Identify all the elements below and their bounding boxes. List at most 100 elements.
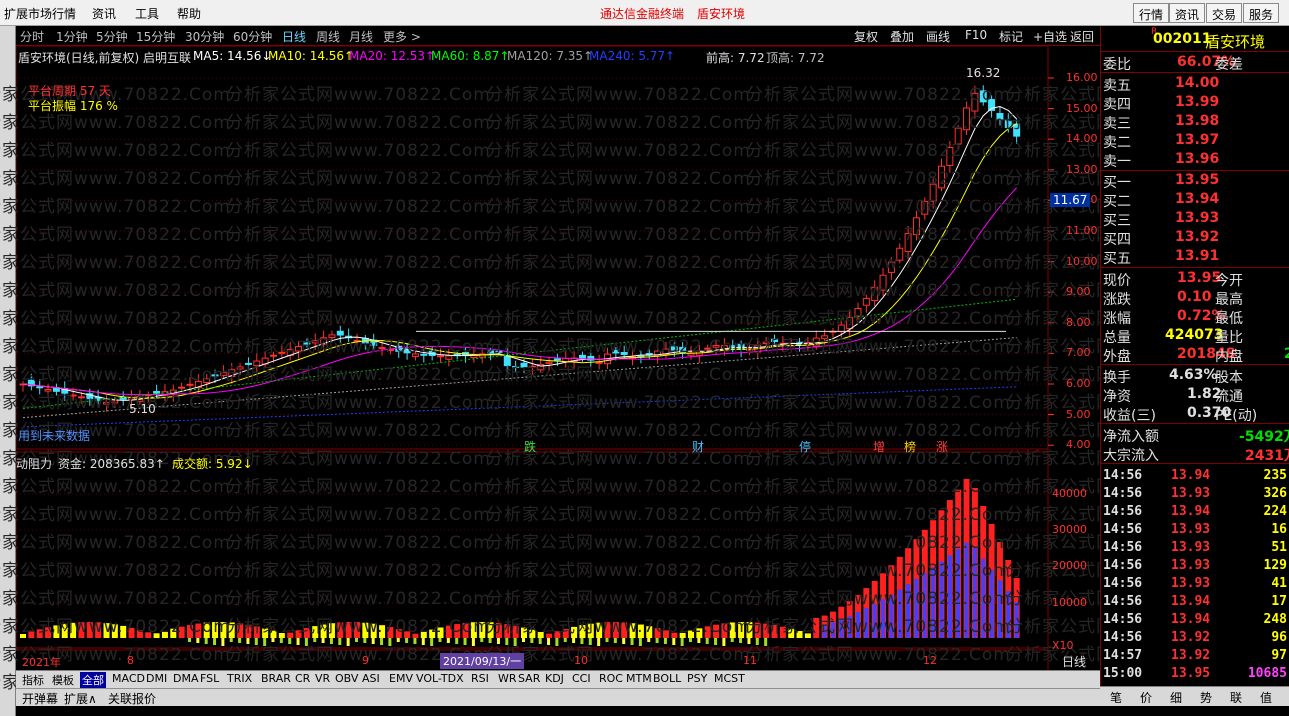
- event-tag-halt[interactable]: 停: [799, 440, 812, 454]
- bid-price: 13.91: [1175, 248, 1220, 264]
- volume-tick-label: 30000: [1052, 523, 1087, 536]
- indicator-tab-cr[interactable]: CR: [295, 672, 311, 685]
- menu-news[interactable]: 资讯: [92, 7, 117, 21]
- period-tab-more[interactable]: 更多 >: [383, 30, 421, 44]
- candle-body: [620, 351, 628, 355]
- tick-row: 14:56 13.93 51: [1101, 539, 1289, 557]
- volume-bar: [562, 628, 569, 638]
- volume-overlay-bar: [981, 558, 986, 638]
- period-tab-intraday[interactable]: 分时: [20, 30, 45, 44]
- indicator-tab-asi[interactable]: ASI: [362, 672, 380, 685]
- period-tab-5min[interactable]: 5分钟: [96, 30, 128, 44]
- indicator-tab-psy[interactable]: PSY: [687, 672, 708, 685]
- ask-label: 卖二: [1103, 135, 1131, 151]
- info-button[interactable]: 资讯: [1169, 3, 1206, 23]
- indicator-tab-rsi[interactable]: RSI: [471, 672, 489, 685]
- mark-button[interactable]: 标记: [999, 30, 1024, 44]
- event-tag-rank[interactable]: 榜: [904, 440, 917, 454]
- ask-row: 卖三 13.98: [1101, 112, 1289, 132]
- volume-down-bar: [530, 638, 534, 643]
- volume-down-bar: [513, 638, 517, 646]
- indicator-tab-sar[interactable]: SAR: [518, 672, 541, 685]
- indicator-tab-dmi[interactable]: DMI: [146, 672, 168, 685]
- panel-tab[interactable]: 势: [1200, 691, 1213, 705]
- period-tab-1min[interactable]: 1分钟: [56, 30, 88, 44]
- period-tab-monthly[interactable]: 月线: [349, 30, 374, 44]
- add-watchlist-button[interactable]: +自选: [1033, 30, 1068, 44]
- candle-body: [336, 330, 344, 336]
- period-tab-30min[interactable]: 30分钟: [185, 30, 225, 44]
- panel-tab[interactable]: 笔: [1110, 691, 1123, 705]
- indicator-tab-obv[interactable]: OBV: [335, 672, 359, 685]
- indicator-tab-mtm[interactable]: MTM: [626, 672, 652, 685]
- volume-bar: [95, 622, 102, 638]
- indicator-tab[interactable]: 指标: [22, 674, 44, 687]
- draw-line-button[interactable]: 画线: [926, 30, 951, 44]
- indicator-tab-mcst[interactable]: MCST: [714, 672, 745, 685]
- tick-time: 14:56: [1103, 504, 1143, 519]
- event-tag-rise[interactable]: 涨: [936, 440, 949, 454]
- f10-button[interactable]: F10: [965, 28, 988, 42]
- stat-row: 涨幅 0.72% 最低: [1101, 307, 1289, 327]
- indicator-tab-kdj[interactable]: KDJ: [545, 672, 564, 685]
- kline-chart-area[interactable]: 分析家公式网www.70822.Com 分析家公式网www.70822.Com 分析…: [0, 46, 1270, 693]
- watermark-text: 分析家公式网www.70822.Com: [486, 113, 751, 133]
- indicator-tab-roc[interactable]: ROC: [599, 672, 623, 685]
- related-quotes-button[interactable]: 关联报价: [108, 692, 157, 706]
- panel-tab[interactable]: 联: [1230, 691, 1243, 705]
- period-tab-weekly[interactable]: 周线: [316, 30, 341, 44]
- panel-tab[interactable]: 价: [1140, 691, 1153, 705]
- event-tag-drop[interactable]: 跌: [524, 440, 537, 454]
- candle-body: [921, 200, 929, 215]
- volume-bar: [111, 624, 118, 638]
- danmaku-button[interactable]: 开弹幕: [22, 692, 59, 706]
- trade-button[interactable]: 交易: [1206, 3, 1243, 23]
- indicator-tab-dma[interactable]: DMA: [173, 672, 199, 685]
- volume-overlay-bar: [972, 548, 977, 638]
- indicator-tab-boll[interactable]: BOLL: [653, 672, 682, 685]
- watermark-text: 分析家公式网www.70822.Com: [486, 85, 751, 105]
- indicator-tab[interactable]: 模板: [52, 674, 74, 687]
- volume-bar: [20, 634, 26, 638]
- ask-row: 卖二 13.97: [1101, 131, 1289, 151]
- candle-body: [44, 389, 52, 392]
- tick-time: 14:56: [1103, 558, 1143, 573]
- period-tab-daily[interactable]: 日线: [282, 30, 307, 44]
- indicator-tab-wr[interactable]: WR: [498, 672, 517, 685]
- indicator-tab-macd[interactable]: MACD: [112, 672, 145, 685]
- menu-help[interactable]: 帮助: [177, 7, 202, 21]
- indicator-tab-trix[interactable]: TRIX: [227, 672, 253, 685]
- indicator-tab-emv[interactable]: EMV: [389, 672, 413, 685]
- menu-tools[interactable]: 工具: [135, 7, 160, 21]
- indicator-tab-cci[interactable]: CCI: [572, 672, 591, 685]
- indicator-tab[interactable]: 全部: [80, 672, 106, 688]
- panel-tab[interactable]: 值: [1260, 691, 1273, 705]
- watermark-text: 分析家公式网www.70822.Com: [226, 589, 491, 609]
- back-button[interactable]: 返回: [1070, 30, 1095, 44]
- stat-label-2: 量比: [1215, 330, 1243, 346]
- overlay-button[interactable]: 叠加: [890, 30, 915, 44]
- indicator-tab-fsl[interactable]: FSL: [200, 672, 220, 685]
- quotes-button[interactable]: 行情: [1133, 3, 1170, 23]
- menu-extended-market[interactable]: 扩展市场行情: [4, 7, 77, 21]
- volume-down-bar: [588, 638, 592, 645]
- stat-label-2: 最高: [1215, 292, 1243, 308]
- panel-tab[interactable]: 细: [1170, 691, 1183, 705]
- period-tab-15min[interactable]: 15分钟: [136, 30, 176, 44]
- volume-bar: [646, 626, 653, 638]
- period-tab-60min[interactable]: 60分钟: [233, 30, 273, 44]
- service-button[interactable]: 服务: [1243, 3, 1280, 23]
- volume-down-bar: [413, 638, 417, 644]
- indicator-tab-brar[interactable]: BRAR: [261, 672, 291, 685]
- tick-volume: 326: [1263, 486, 1287, 501]
- price-tick-label: 6.00: [1066, 377, 1091, 390]
- indicator-tab-vr[interactable]: VR: [315, 672, 331, 685]
- adjust-button[interactable]: 复权: [854, 30, 879, 44]
- volume-bar: [345, 622, 352, 638]
- volume-bar: [387, 626, 394, 638]
- event-tag-finance[interactable]: 财: [692, 440, 705, 454]
- expand-button[interactable]: 扩展∧: [64, 692, 97, 706]
- event-tag-increase[interactable]: 增: [873, 440, 886, 454]
- indicator-tab-voltdx[interactable]: VOL-TDX: [416, 672, 464, 685]
- watermark-text: 分析家公式网www.70822.Com: [486, 169, 751, 189]
